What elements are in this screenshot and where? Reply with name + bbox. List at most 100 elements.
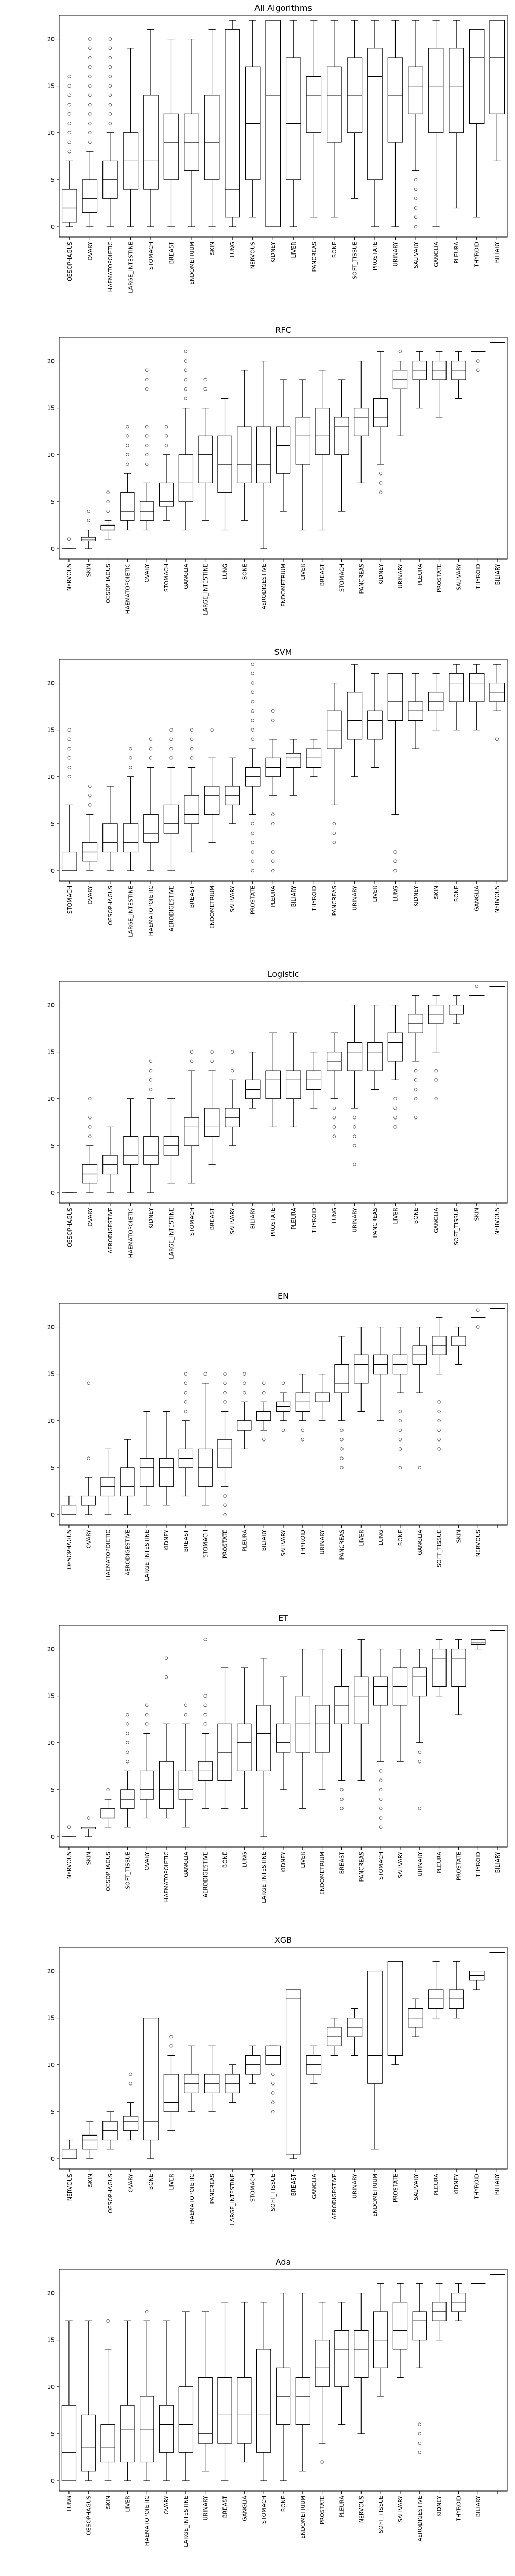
iqr-box [471,1639,486,1645]
box-endometrium [276,379,291,512]
x-category-label: GANGLIA [241,2496,248,2521]
box-aerodigestive [198,1638,213,1809]
plot-frame [59,659,508,882]
box-skin [428,673,444,731]
box-skin [451,1327,466,1365]
x-category-label: BILIARY [494,564,501,585]
x-category-label: URINARY [351,2174,358,2199]
x-category-label: PANCREAS [311,242,317,272]
x-category-label: BREAST [183,1530,190,1552]
iqr-box [285,1070,301,1099]
y-tick-label: 0 [51,868,55,874]
box-ovary [123,2072,139,2141]
outlier-point [145,2310,149,2314]
outlier-point [88,65,92,69]
iqr-box [163,2074,179,2112]
outlier-point [230,1069,234,1073]
iqr-box [354,1354,369,1384]
iqr-box [412,2311,427,2341]
outlier-point [88,46,92,50]
box-biliary [489,20,505,161]
outlier-point [379,471,383,476]
x-category-label: HAEMATOPOIETIC [105,1530,112,1580]
iqr-box [367,1971,383,2084]
x-category-label: LUNG [66,2496,73,2511]
iqr-box [159,482,174,507]
outlier-point [108,56,112,60]
x-category-label: LIVER [168,2174,175,2190]
box-ganglia [469,664,485,731]
outlier-point [67,103,72,107]
x-category-label: NERVOUS [66,2174,73,2201]
box-thyroid [306,739,322,777]
box-salivary [225,757,240,824]
x-category-label: OESOPHAGUS [107,886,114,925]
iqr-box [120,492,135,521]
box-biliary [490,342,505,343]
x-category-label: HAEMATOPOIETIC [127,1208,134,1258]
outlier-point [88,122,92,125]
x-category-label: SKIN [85,564,92,577]
x-category-label: LIVER [358,1530,365,1546]
x-category-label: GANGLIA [433,1208,440,1233]
x-category-label: THYROID [474,242,480,268]
outlier-point [169,728,173,732]
x-category-label: NERVOUS [358,2496,365,2523]
box-ovary [140,368,154,531]
iqr-box [334,1364,349,1393]
iqr-box [159,1761,174,1809]
outlier-point [223,1494,227,1498]
outlier-point [87,1456,90,1460]
box-prostate [217,1372,232,1517]
outlier-point [251,681,254,685]
iqr-box [306,76,322,133]
iqr-box [184,795,199,824]
box-soft_tissue [120,1713,135,1828]
iqr-box [469,29,485,124]
box-stomach [373,1649,388,1829]
y-tick-label: 20 [47,680,55,687]
outlier-point [67,131,72,135]
outlier-point [271,859,275,863]
x-category-label: LUNG [229,242,236,257]
box-nervous [61,537,77,550]
outlier-point [108,84,112,88]
outlier-point [379,490,383,494]
iqr-box [373,398,388,427]
box-prostate [245,662,261,873]
box-pleura [334,2302,349,2425]
outlier-point [184,1410,188,1413]
x-category-label: STOMACH [261,2496,267,2524]
iqr-box [143,814,159,843]
box-bone [449,664,464,731]
outlier-point [414,215,418,219]
y-tick-label: 10 [47,1740,55,1747]
x-category-label: PROSTATE [270,1208,277,1236]
outlier-point [184,397,188,400]
iqr-box [100,2424,115,2463]
x-category-label: PLEURA [241,1530,248,1552]
outlier-point [271,822,275,826]
x-category-label: STOMACH [250,2174,256,2202]
x-category-label: KIDNEY [280,1852,287,1873]
outlier-point [251,831,254,835]
x-category-label: LARGE_INTESTINE [229,2174,236,2225]
x-category-label: SALIVARY [397,1852,404,1878]
x-category-label: OESOPHAGUS [66,1208,73,1247]
outlier-point [88,1115,92,1120]
x-category-label: PLEURA [433,2174,440,2196]
x-category-label: PLEURA [436,1852,443,1874]
box-kidney [265,20,281,227]
outlier-point [149,737,153,741]
x-category-label: BILIARY [290,886,297,907]
outlier-point [475,984,478,988]
x-category-label: KIDNEY [148,1208,154,1229]
box-stomach [245,2045,261,2084]
x-category-label: OVARY [144,564,150,583]
x-category-label: LARGE_INTESTINE [144,1530,150,1581]
box-bone [408,995,423,1120]
outlier-point [398,1419,402,1423]
outlier-point [67,93,72,97]
outlier-point [332,1115,336,1120]
box-skin [100,2319,115,2481]
